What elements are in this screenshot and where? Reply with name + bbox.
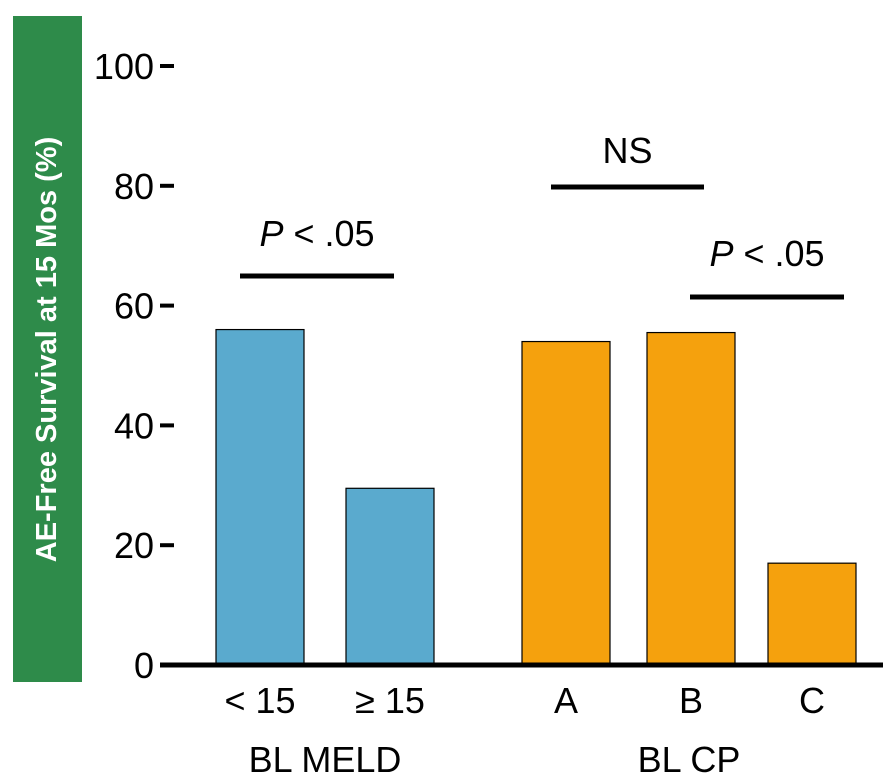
significance-label: NS [602,130,652,171]
y-axis-label: AE-Free Survival at 15 Mos (%) [31,136,64,562]
y-tick-label: 40 [114,405,154,446]
x-tick-label: < 15 [224,680,295,721]
y-tick-label: 80 [114,166,154,207]
x-tick-label: A [554,680,578,721]
significance-label: P < .05 [259,213,374,254]
bar [215,328,305,666]
bar [345,487,435,666]
bar [646,331,736,666]
significance-label: P < .05 [709,233,824,274]
bar [767,562,857,666]
group-label: BL MELD [249,739,402,778]
bar [521,340,611,666]
group-label: BL CP [638,739,741,778]
y-tick-label: 0 [134,645,154,686]
y-axis-label-box: AE-Free Survival at 15 Mos (%) [13,16,82,682]
y-tick-label: 60 [114,286,154,327]
x-tick-label: ≥ 15 [355,680,425,721]
x-tick-label: B [679,680,703,721]
y-tick-label: 100 [94,46,154,87]
y-tick-label: 20 [114,525,154,566]
x-tick-label: C [799,680,825,721]
